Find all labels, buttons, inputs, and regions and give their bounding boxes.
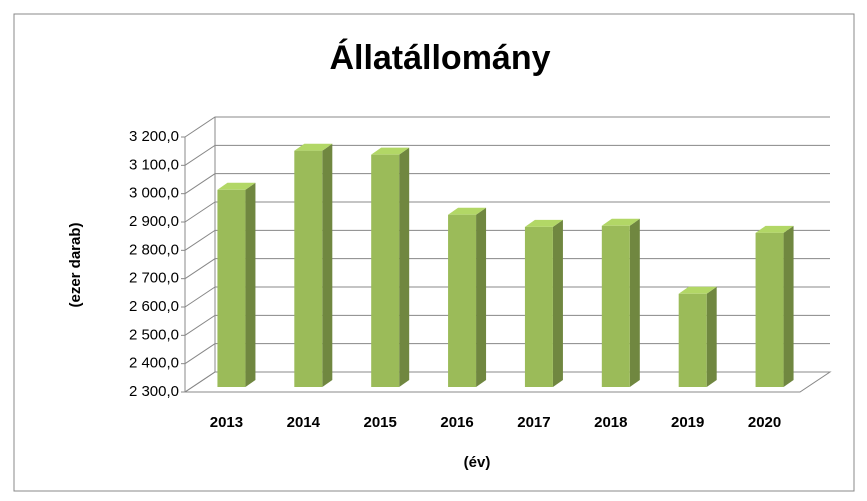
bar <box>678 293 707 387</box>
bar <box>755 232 784 387</box>
y-tick-label: 2 800,0 <box>129 241 179 258</box>
bar-top <box>217 182 256 190</box>
x-tick-label: 2018 <box>594 414 627 431</box>
bar-side <box>706 286 717 387</box>
bar-side <box>399 147 410 387</box>
bar-side <box>783 225 794 387</box>
x-tick-label: 2017 <box>517 414 550 431</box>
x-tick-label: 2013 <box>210 414 243 431</box>
x-tick-label: 2014 <box>287 414 321 431</box>
bar-side <box>629 218 640 387</box>
y-tick-label: 3 000,0 <box>129 185 179 202</box>
bar <box>601 225 630 387</box>
x-axis-label: (év) <box>464 454 491 471</box>
y-tick-label: 3 100,0 <box>129 156 179 173</box>
bar-side <box>552 219 563 387</box>
bar <box>294 150 323 387</box>
bar-top <box>524 219 563 227</box>
bar-side <box>245 182 256 387</box>
bar <box>524 226 553 387</box>
y-axis-label: (ezer darab) <box>67 222 84 307</box>
y-tick-label: 2 400,0 <box>129 355 179 372</box>
y-tick-label: 3 200,0 <box>129 128 179 145</box>
x-tick-label: 2019 <box>671 414 704 431</box>
bar <box>448 214 477 387</box>
y-tick-label: 2 300,0 <box>129 383 179 400</box>
grid-line <box>184 144 830 166</box>
bar <box>371 154 400 387</box>
bar-top <box>294 143 333 151</box>
bar <box>217 189 246 387</box>
bar-top <box>678 286 717 294</box>
bar-top <box>755 225 794 233</box>
x-tick-label: 2015 <box>364 414 397 431</box>
y-tick-label: 2 900,0 <box>129 213 179 230</box>
chart-frame <box>13 13 855 492</box>
y-tick-label: 2 600,0 <box>129 298 179 315</box>
bar-side <box>476 207 487 387</box>
grid-line <box>184 201 830 223</box>
grid-line <box>184 116 830 138</box>
bar-top <box>371 147 410 155</box>
x-tick-label: 2016 <box>440 414 473 431</box>
bar-side <box>322 143 333 387</box>
grid-line <box>184 173 830 195</box>
bar-top <box>601 218 640 226</box>
y-tick-label: 2 500,0 <box>129 326 179 343</box>
bar-top <box>448 207 487 215</box>
x-tick-label: 2020 <box>748 414 781 431</box>
chart-title: Állatállomány <box>329 39 550 77</box>
y-tick-label: 2 700,0 <box>129 270 179 287</box>
